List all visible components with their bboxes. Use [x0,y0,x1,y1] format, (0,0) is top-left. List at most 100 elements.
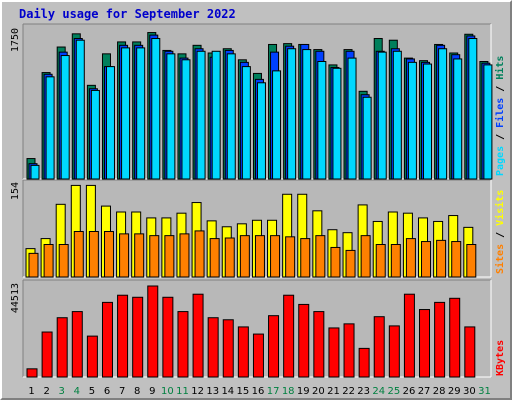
sites-bar [436,239,447,278]
pages-bar [438,48,448,180]
sites-bar [28,252,39,278]
pages-bar [136,47,146,180]
pages-bar [423,63,433,180]
sites-bar [466,244,477,278]
sites-bar [88,231,99,278]
pages-bar [272,70,282,180]
kbytes-bar [192,293,204,378]
kbytes-bar [26,368,38,378]
pages-bar [302,49,312,180]
kbytes-bar [298,303,310,378]
pages-bar [60,55,70,180]
pages-bar [377,51,387,180]
kbytes-bar [283,294,295,378]
pages-bar [483,64,493,180]
day-label: 25 [388,386,401,397]
sites-bar [451,241,462,278]
legend-separator: / [495,128,506,146]
day-label: 16 [252,386,265,397]
day-label: 23 [357,386,370,397]
day-label: 26 [403,386,416,397]
pages-bar [211,50,221,180]
sites-bar [194,230,205,278]
pages-bar [241,66,251,180]
pages-bar [30,164,40,180]
sites-bar [315,235,326,278]
day-label: 15 [237,386,250,397]
pages-bar [347,57,357,180]
kbytes-bar [464,326,476,378]
pages-bar [121,47,131,180]
sites-bar [254,235,265,278]
sites-bar [345,249,356,278]
y-max-label: 1750 [10,28,21,52]
day-label: 14 [221,386,234,397]
sites-bar [149,235,160,278]
kbytes-bar [177,311,189,378]
pages-bar [181,59,191,180]
legend-kbytes: KBytes [495,340,506,376]
pages-bar [317,61,327,180]
pages-bar [392,50,402,180]
pages-bar [196,50,206,180]
legend-hits-files-pages: Pages / Files / Hits [494,56,506,176]
pages-bar [45,76,55,180]
day-label: 21 [327,386,340,397]
day-label: 6 [104,386,110,397]
kbytes-bar [147,285,159,378]
day-label: 27 [418,386,431,397]
day-label: 8 [134,386,140,397]
kbytes-bar [328,327,340,378]
sites-bar [73,231,84,278]
sites-bar [239,235,250,278]
day-label: 7 [119,386,125,397]
pages-bar [287,48,297,180]
pages-bar [151,38,161,180]
day-label: 29 [448,386,461,397]
kbytes-bar [449,297,461,378]
legend-entry: Files [494,98,506,128]
day-label: 22 [342,386,355,397]
pages-bar [226,53,236,180]
day-label: 1 [28,386,34,397]
chart-title: Daily usage for September 2022 [19,7,236,21]
kbytes-bar [101,301,113,378]
kbytes-bar [162,296,174,378]
kbytes-bar [86,335,98,378]
day-label: 11 [176,386,189,397]
day-label: 9 [149,386,155,397]
sites-bar [164,235,175,278]
pages-bar [75,39,85,180]
kbytes-bar [268,315,280,378]
day-label: 4 [74,386,80,397]
day-label: 30 [463,386,476,397]
sites-bar [224,237,235,278]
pages-bar [256,82,266,180]
kbytes-bar [132,296,144,378]
day-label: 24 [372,386,385,397]
day-label: 20 [312,386,325,397]
sites-bar [58,244,69,278]
sites-bar [405,238,416,278]
legend-entry: Visits [494,190,506,226]
legend-visits-sites: Sites / Visits [494,190,506,274]
pages-bar [166,53,176,180]
day-label: 13 [206,386,219,397]
sites-bar [375,244,386,278]
pages-bar [407,61,417,180]
legend-entry: Hits [494,56,506,80]
sites-bar [360,235,371,278]
day-label: 28 [433,386,446,397]
day-label: 3 [59,386,65,397]
sites-bar [209,238,220,278]
kbytes-bar [403,293,415,378]
pages-bar [332,67,342,180]
kbytes-bar [343,323,355,378]
day-label: 2 [43,386,49,397]
sites-bar [300,238,311,278]
day-label: 31 [478,386,491,397]
sites-bar [330,246,341,278]
kbytes-bar [373,316,385,378]
sites-bar [134,233,145,278]
